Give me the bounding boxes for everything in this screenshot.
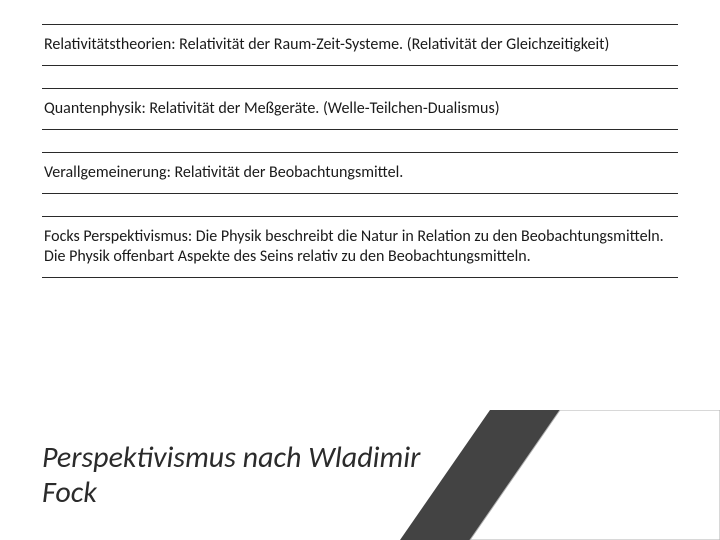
section-text: Quantenphysik: Relativität der Meßgeräte… xyxy=(44,99,676,119)
slide-title: Perspektivismus nach Wladimir Fock xyxy=(42,441,460,510)
content-area: Relativitätstheorien: Relativität der Ra… xyxy=(0,0,720,278)
section-block: Relativitätstheorien: Relativität der Ra… xyxy=(42,24,678,66)
section-text: Relativitätstheorien: Relativität der Ra… xyxy=(44,35,676,55)
section-block: Quantenphysik: Relativität der Meßgeräte… xyxy=(42,88,678,130)
footer-front-shape xyxy=(470,410,720,540)
section-text: Verallgemeinerung: Relativität der Beoba… xyxy=(44,163,676,183)
section-block: Verallgemeinerung: Relativität der Beoba… xyxy=(42,152,678,194)
section-text: Focks Perspektivismus: Die Physik beschr… xyxy=(44,227,676,267)
section-block: Focks Perspektivismus: Die Physik beschr… xyxy=(42,216,678,278)
title-area: Perspektivismus nach Wladimir Fock xyxy=(42,441,460,510)
